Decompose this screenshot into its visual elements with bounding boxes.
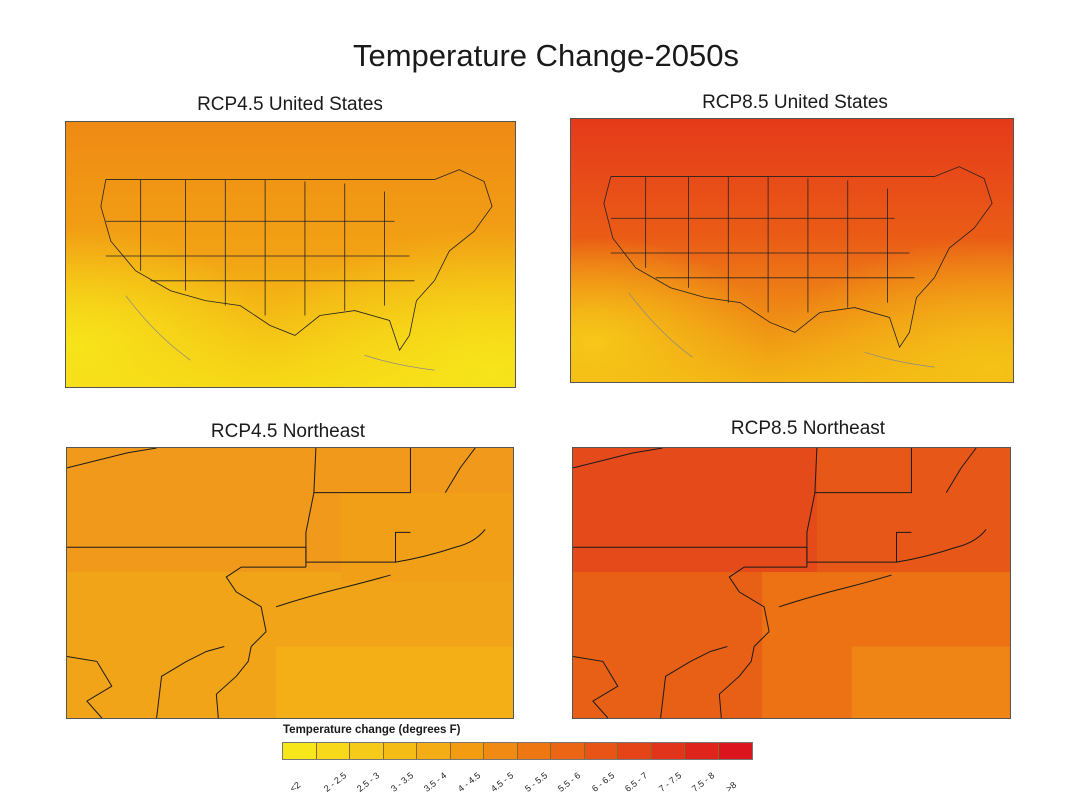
legend-label: 7.5 - 8 — [690, 770, 717, 794]
panel-title-rcp45-ne: RCP4.5 Northeast — [210, 421, 366, 442]
map-rcp85-ne-graphic — [573, 448, 1010, 718]
legend-swatch — [283, 743, 317, 759]
legend-swatch — [383, 743, 417, 759]
legend-label: 4.5 - 5 — [489, 770, 516, 794]
legend-swatch — [685, 743, 719, 759]
legend-swatch — [718, 743, 752, 759]
map-rcp45-us-graphic — [66, 122, 515, 387]
map-rcp45-us — [65, 121, 516, 388]
legend-label: <2 — [288, 779, 303, 794]
map-rcp45-ne — [66, 447, 514, 719]
legend-label: 5 - 5.5 — [522, 770, 549, 794]
legend-label: 3.5 - 4 — [422, 770, 449, 794]
legend-label: 2.5 - 3 — [355, 770, 382, 794]
panel-title-rcp45-us: RCP4.5 United States — [197, 94, 383, 115]
legend-label: 5.5 - 6 — [556, 770, 583, 794]
legend-title: Temperature change (degrees F) — [283, 724, 461, 736]
panel-title-rcp85-us: RCP8.5 United States — [702, 92, 888, 113]
legend-label: 3 - 3.5 — [388, 770, 415, 794]
legend-label: 7 - 7.5 — [656, 770, 683, 794]
legend-swatch — [551, 743, 585, 759]
legend-swatch — [618, 743, 652, 759]
page-title: Temperature Change-2050s — [352, 38, 740, 73]
legend-swatch — [584, 743, 618, 759]
legend-label: 2 - 2.5 — [321, 770, 348, 794]
legend-color-bar — [282, 742, 753, 760]
legend-label: 4 - 4.5 — [455, 770, 482, 794]
legend-swatch — [350, 743, 384, 759]
map-rcp85-us-graphic — [571, 119, 1013, 382]
panel-title-rcp85-ne: RCP8.5 Northeast — [730, 418, 886, 439]
map-rcp85-ne — [572, 447, 1011, 719]
legend-swatch — [651, 743, 685, 759]
map-rcp85-us — [570, 118, 1014, 383]
legend-label: 6 - 6.5 — [589, 770, 616, 794]
legend-label: >8 — [723, 779, 738, 794]
legend-label: 6.5 - 7 — [623, 770, 650, 794]
legend-swatch — [484, 743, 518, 759]
legend-swatch — [517, 743, 551, 759]
legend-swatch — [316, 743, 350, 759]
legend-swatch — [450, 743, 484, 759]
legend-swatch — [417, 743, 451, 759]
map-rcp45-ne-graphic — [67, 448, 513, 718]
